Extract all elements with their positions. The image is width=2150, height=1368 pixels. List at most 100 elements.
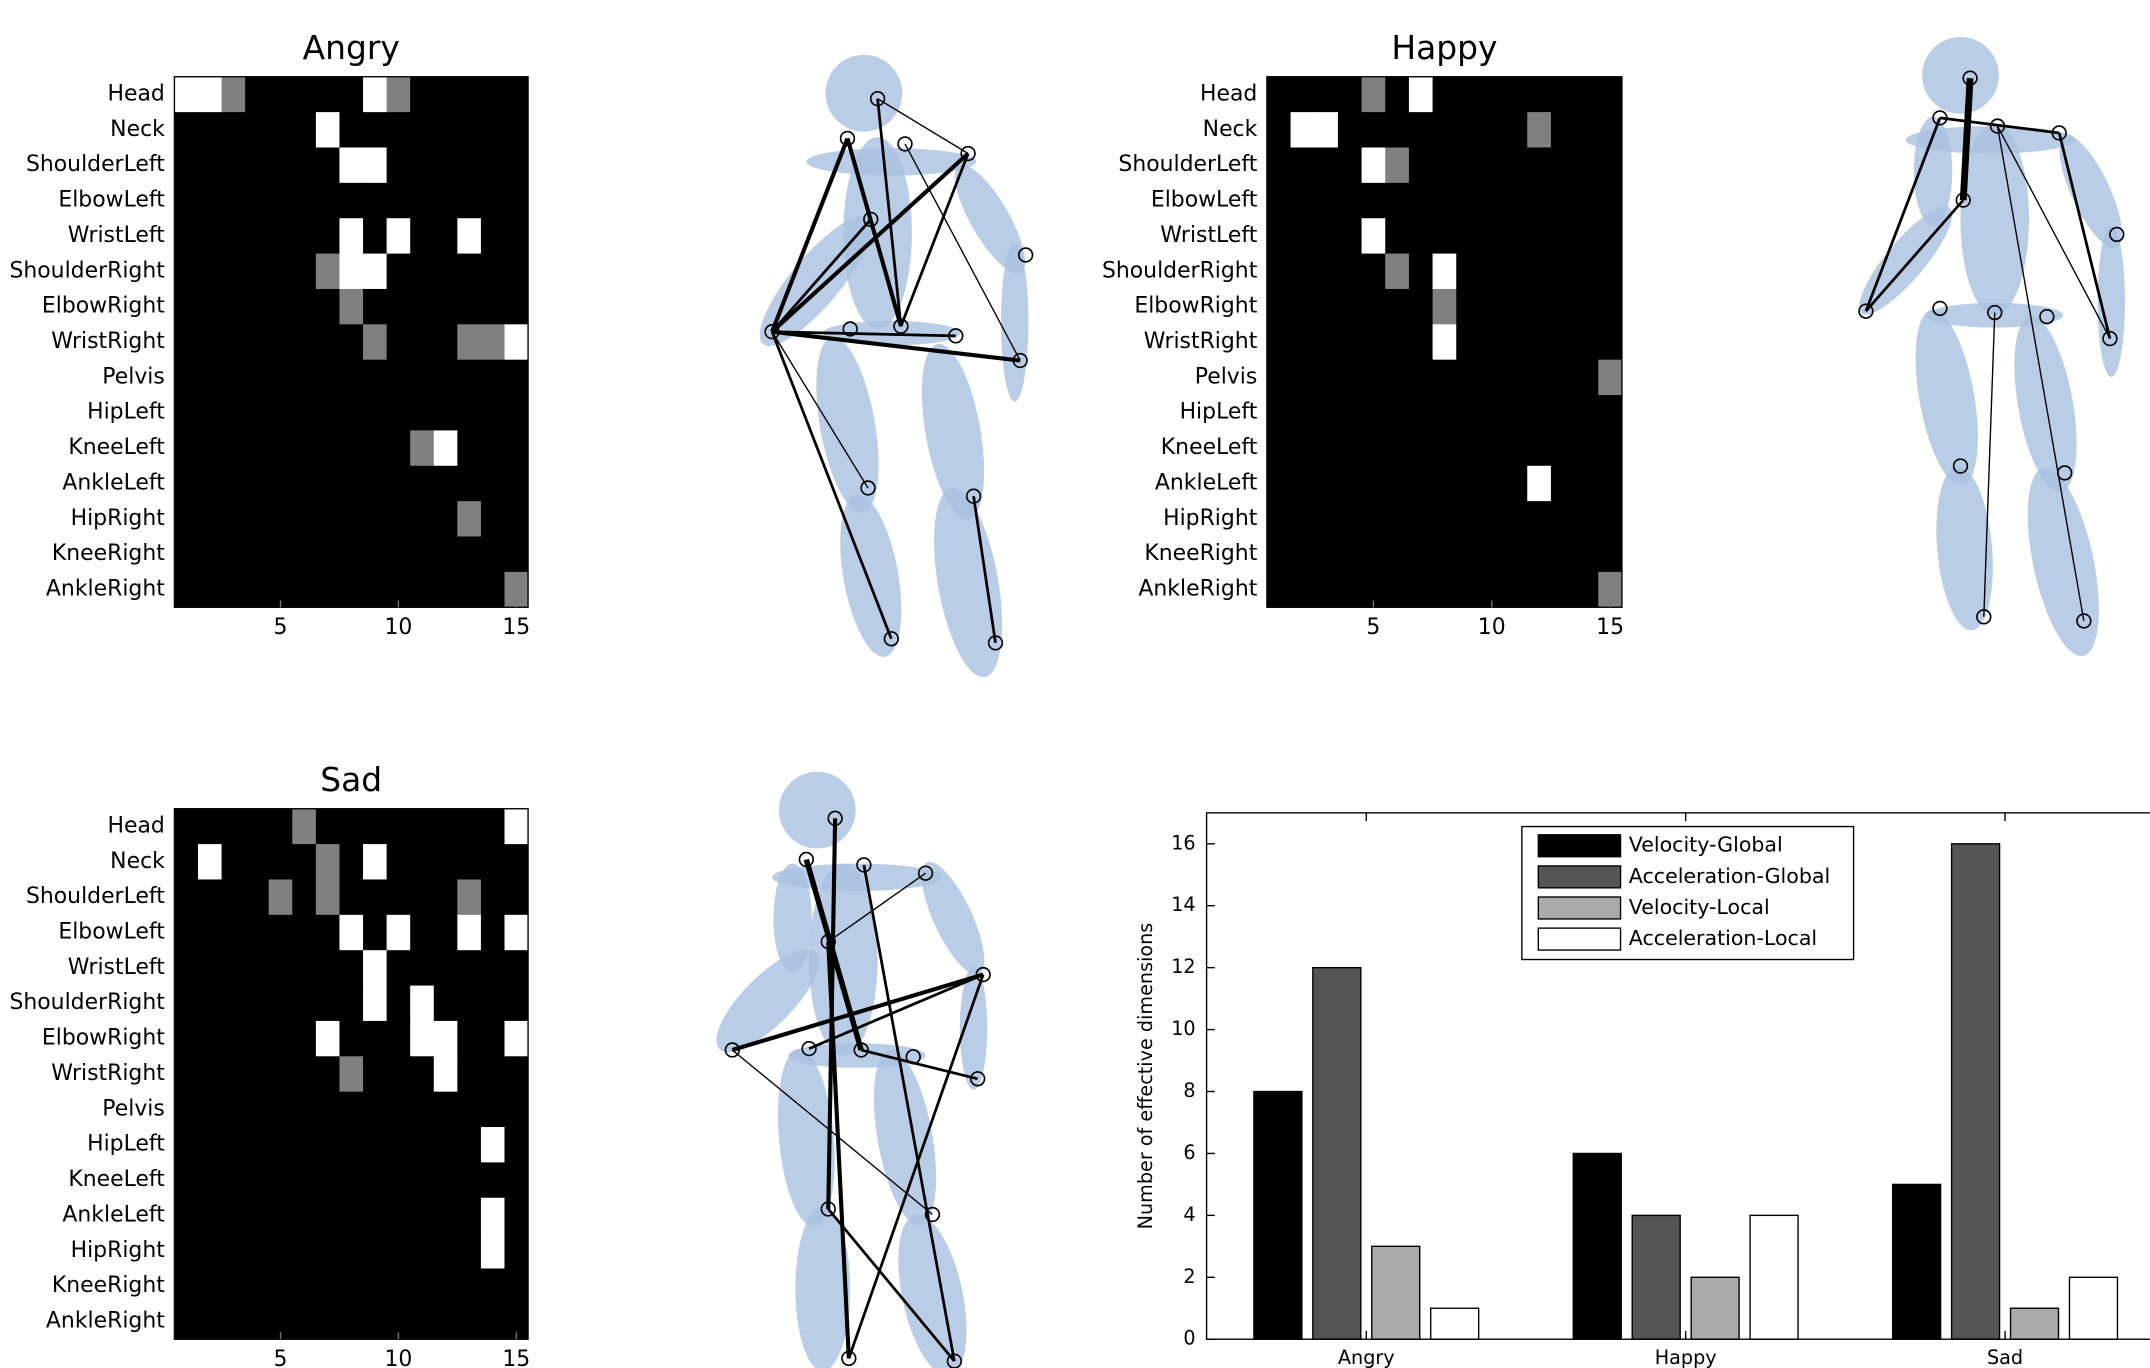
- heatmap-cell: [222, 183, 246, 219]
- heatmap-cell: [1267, 537, 1291, 573]
- heatmap-cell: [1504, 430, 1528, 466]
- heatmap-cell: [481, 218, 505, 254]
- heatmap-cell: [292, 466, 316, 502]
- heatmap-cell: [481, 466, 505, 502]
- heatmap-cell: [174, 147, 198, 183]
- heatmap-cell: [481, 324, 505, 360]
- heatmap-cell: [174, 1021, 198, 1057]
- heatmap-cell: [316, 915, 340, 951]
- heatmap-cell: [387, 1198, 411, 1234]
- heatmap-cell: [245, 1092, 269, 1128]
- heatmap-cell: [434, 1233, 458, 1269]
- heatmap-cell: [316, 430, 340, 466]
- heatmap-cell: [316, 809, 340, 845]
- heatmap-cell: [1433, 289, 1457, 325]
- heatmap-cell: [481, 844, 505, 880]
- heatmap-cell: [1527, 254, 1551, 290]
- heatmap-cell: [339, 1092, 363, 1128]
- heatmap-cell: [504, 809, 528, 845]
- heatmap-cell: [504, 1162, 528, 1198]
- heatmap-cell: [269, 844, 293, 880]
- heatmap-cell: [269, 986, 293, 1022]
- heatmap-cell: [1267, 254, 1291, 290]
- heatmap-cell: [1291, 147, 1315, 183]
- heatmap-cell: [269, 183, 293, 219]
- heatmap-cell: [481, 1233, 505, 1269]
- heatmap-cell: [245, 112, 269, 148]
- heatmap-cell: [222, 986, 246, 1022]
- heatmap-cell: [387, 1092, 411, 1128]
- heatmap-cell: [481, 950, 505, 986]
- heatmap-cell: [434, 1021, 458, 1057]
- heatmap-cell: [1385, 289, 1409, 325]
- heatmap-cell: [1456, 537, 1480, 573]
- heatmap-cell: [316, 324, 340, 360]
- heatmap-cell: [174, 430, 198, 466]
- heatmap-cell: [481, 360, 505, 396]
- heatmap-cell: [363, 1268, 387, 1304]
- heatmap-cell: [481, 77, 505, 113]
- heatmap-cell: [1362, 466, 1386, 502]
- heatmap-cell: [339, 1162, 363, 1198]
- heatmap-cell: [1338, 430, 1362, 466]
- heatmap-cell: [174, 809, 198, 845]
- row-label: Pelvis: [1195, 364, 1258, 389]
- heatmap-cell: [457, 879, 481, 915]
- row-label: Head: [1200, 81, 1257, 106]
- heatmap-cell: [363, 254, 387, 290]
- heatmap-cell: [1362, 218, 1386, 254]
- heatmap-cell: [269, 501, 293, 537]
- heatmap-cell: [245, 1304, 269, 1340]
- heatmap-cell: [457, 809, 481, 845]
- heatmap-cell: [457, 183, 481, 219]
- heatmap-cell: [245, 324, 269, 360]
- heatmap-cell: [1456, 218, 1480, 254]
- heatmap-cell: [222, 1233, 246, 1269]
- heatmap-cell: [1551, 218, 1575, 254]
- heatmap-cell: [174, 915, 198, 951]
- heatmap-cell: [434, 1092, 458, 1128]
- heatmap-cell: [316, 254, 340, 290]
- heatmap-cell: [1314, 218, 1338, 254]
- heatmap-cell: [434, 501, 458, 537]
- x-tick-label: 15: [502, 615, 530, 640]
- heatmap-cell: [363, 879, 387, 915]
- heatmap-cell: [339, 915, 363, 951]
- heatmap-cell: [174, 501, 198, 537]
- heatmap-cell: [245, 986, 269, 1022]
- heatmap-cell: [1433, 501, 1457, 537]
- heatmap-cell: [245, 1127, 269, 1163]
- heatmap-cell: [222, 395, 246, 431]
- heatmap-cell: [410, 501, 434, 537]
- heatmap-cell: [198, 1304, 222, 1340]
- heatmap-cell: [1291, 183, 1315, 219]
- heatmap-cell: [1480, 324, 1504, 360]
- heatmap-cell: [339, 572, 363, 608]
- heatmap-cell: [1291, 466, 1315, 502]
- heatmap-cell: [1314, 430, 1338, 466]
- heatmap-cell: [292, 537, 316, 573]
- heatmap-cell: [363, 809, 387, 845]
- heatmap-cell: [1409, 289, 1433, 325]
- heatmap-cell: [1409, 183, 1433, 219]
- heatmap-cell: [245, 289, 269, 325]
- heatmap-cell: [1598, 360, 1622, 396]
- heatmap-cell: [269, 324, 293, 360]
- heatmap-cell: [1598, 466, 1622, 502]
- heatmap-cell: [339, 289, 363, 325]
- heatmap-cell: [1362, 395, 1386, 431]
- heatmap-cell: [1480, 360, 1504, 396]
- y-tick-label: 12: [1171, 955, 1195, 978]
- chart-title: Sad: [320, 760, 382, 799]
- row-label: AnkleLeft: [1155, 470, 1258, 495]
- heatmap-cell: [1480, 537, 1504, 573]
- heatmap-cell: [198, 1021, 222, 1057]
- heatmap-cell: [269, 1021, 293, 1057]
- heatmap-cell: [434, 915, 458, 951]
- heatmap-cell: [316, 183, 340, 219]
- heatmap-cell: [1551, 324, 1575, 360]
- heatmap-cell: [457, 1233, 481, 1269]
- heatmap-cell: [1456, 360, 1480, 396]
- heatmap-cell: [245, 1233, 269, 1269]
- heatmap-cell: [1575, 289, 1599, 325]
